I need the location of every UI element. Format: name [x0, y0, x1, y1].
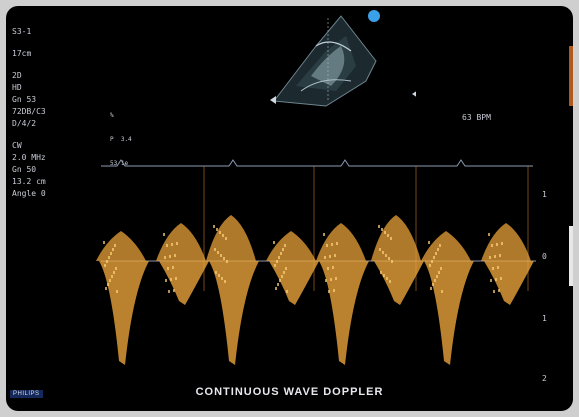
doppler-envelope — [421, 231, 474, 365]
marker-arrow — [412, 91, 416, 97]
readout-line: % — [110, 112, 114, 119]
acquisition-settings-panel: S3-1 17cm 2D HD Gn 53 72DB/C3 D/4/2 CW 2… — [12, 26, 46, 200]
gain-2d-label: Gn 53 — [12, 95, 37, 104]
sector-image-thumbnail — [270, 10, 416, 107]
doppler-envelope — [481, 223, 534, 305]
harmonic-label: HD — [12, 83, 22, 92]
scale-tick: 2 — [542, 374, 547, 383]
scale-tick: 1 — [542, 314, 547, 323]
sample-volume-readout: % P 3.4 53 1e — [110, 96, 132, 184]
mode-2d-label: 2D — [12, 71, 22, 80]
heart-rate-label: 63 BPM — [462, 113, 491, 122]
mode-title: CONTINUOUS WAVE DOPPLER — [195, 386, 384, 398]
doppler-spectrum — [96, 159, 536, 365]
frequency-label: 2.0 MHz — [12, 153, 46, 162]
doppler-envelope — [266, 231, 319, 305]
dynamic-range-label: 72DB/C3 — [12, 107, 46, 116]
doppler-envelope — [316, 223, 369, 365]
persistence-label: D/4/2 — [12, 119, 37, 128]
readout-line: P 3.4 — [110, 136, 132, 143]
cardiac-sector-icon — [273, 15, 377, 107]
color-bar-edge — [569, 46, 573, 106]
sample-depth-label: 13.2 cm — [12, 177, 46, 186]
probe-orientation-dot — [368, 10, 380, 22]
gray-bar-edge — [569, 226, 573, 286]
scale-tick: 0 — [542, 252, 547, 261]
doppler-envelope — [371, 215, 424, 305]
ultrasound-display: S3-1 17cm 2D HD Gn 53 72DB/C3 D/4/2 CW 2… — [6, 6, 573, 411]
focus-marker — [270, 96, 276, 104]
doppler-envelope — [206, 215, 259, 365]
angle-label: Angle 0 — [12, 189, 46, 198]
depth-label: 17cm — [12, 49, 32, 58]
doppler-envelope — [156, 223, 209, 305]
brand-logo: PHILIPS — [10, 390, 43, 398]
probe-label: S3-1 — [12, 27, 32, 36]
doppler-envelope — [96, 231, 149, 365]
readout-line: 53 1e — [110, 160, 129, 167]
mode-cw-label: CW — [12, 141, 22, 150]
scale-tick: 1 — [542, 190, 547, 199]
ecg-trace — [101, 159, 533, 167]
gain-cw-label: Gn 50 — [12, 165, 37, 174]
